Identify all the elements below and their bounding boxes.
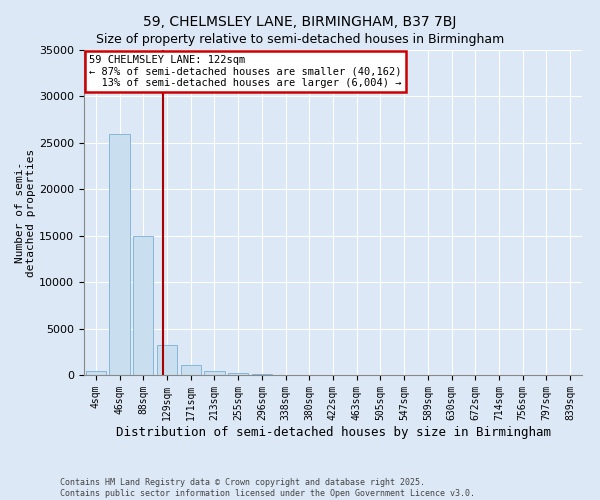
Text: 59, CHELMSLEY LANE, BIRMINGHAM, B37 7BJ: 59, CHELMSLEY LANE, BIRMINGHAM, B37 7BJ: [143, 15, 457, 29]
Text: 59 CHELMSLEY LANE: 122sqm
← 87% of semi-detached houses are smaller (40,162)
  1: 59 CHELMSLEY LANE: 122sqm ← 87% of semi-…: [89, 55, 401, 88]
Bar: [109, 134, 130, 375]
Bar: [228, 373, 248, 375]
Y-axis label: Number of semi-
detached properties: Number of semi- detached properties: [15, 148, 37, 276]
Bar: [252, 374, 272, 375]
Bar: [205, 371, 224, 375]
Bar: [133, 236, 154, 375]
Bar: [181, 365, 201, 375]
X-axis label: Distribution of semi-detached houses by size in Birmingham: Distribution of semi-detached houses by …: [115, 426, 551, 438]
Bar: [157, 346, 177, 375]
Text: Size of property relative to semi-detached houses in Birmingham: Size of property relative to semi-detach…: [96, 32, 504, 46]
Bar: [86, 372, 106, 375]
Text: Contains HM Land Registry data © Crown copyright and database right 2025.
Contai: Contains HM Land Registry data © Crown c…: [60, 478, 475, 498]
